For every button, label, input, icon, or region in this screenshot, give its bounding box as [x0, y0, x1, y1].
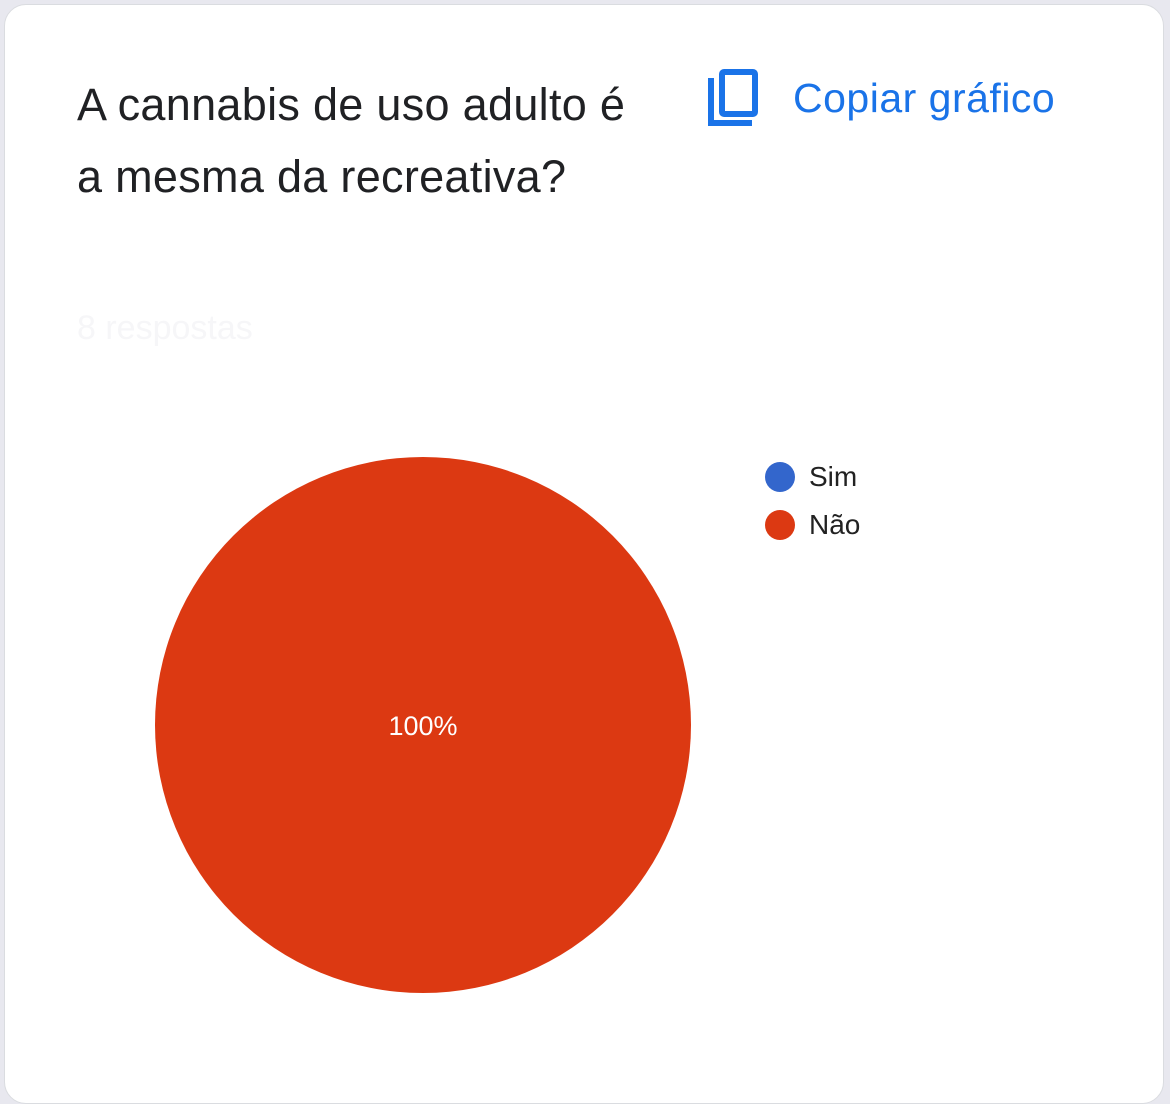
response-count: 8 respostas [77, 309, 253, 347]
legend-marker [765, 462, 795, 492]
legend-label: Não [809, 509, 861, 540]
copy-chart-label: Copiar gráfico [793, 74, 1056, 121]
pie-chart: 100% [155, 457, 691, 993]
chart-legend: Sim Não [765, 453, 860, 549]
legend-item-sim[interactable]: Sim [765, 453, 860, 501]
copy-chart-button[interactable]: Copiar gráfico [705, 67, 1055, 129]
legend-item-não[interactable]: Não [765, 501, 860, 549]
question-title: A cannabis de uso adulto é a mesma da re… [77, 79, 626, 202]
legend-marker [765, 510, 795, 540]
pie-slice-não[interactable] [155, 457, 691, 993]
legend-label: Sim [809, 461, 858, 492]
copy-icon [705, 67, 761, 129]
chart-card: A cannabis de uso adulto é a mesma da re… [4, 4, 1164, 1104]
pie-slice-label: 100% [388, 711, 457, 741]
